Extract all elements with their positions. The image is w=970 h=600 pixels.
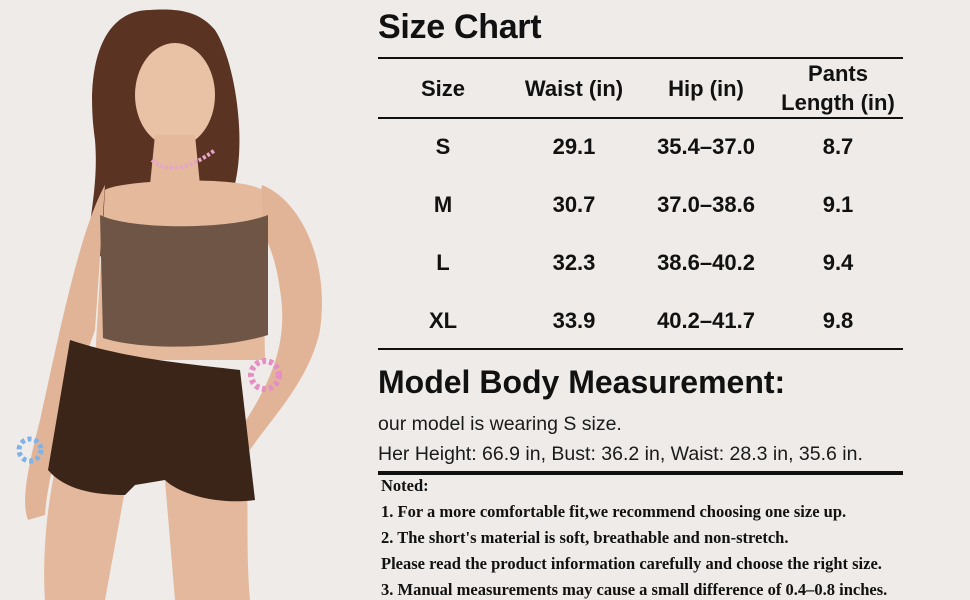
table-cell: 32.3: [552, 250, 596, 275]
size-cell: S: [435, 134, 451, 159]
notes-heading: Noted:: [381, 476, 429, 495]
table-top-rule: [378, 57, 903, 59]
model-arm-left: [25, 185, 105, 520]
header-line: Length (in): [781, 90, 895, 115]
model-size-text: our model is wearing S size.: [378, 413, 622, 435]
size-cell: M: [433, 192, 453, 217]
model-measurement-title: Model Body Measurement:: [378, 364, 786, 400]
bracelet: [16, 436, 44, 464]
model-shorts: [48, 340, 255, 502]
table-header-rule: [378, 117, 903, 119]
table-cell: 33.9: [552, 308, 596, 333]
model-arm-right: [240, 185, 322, 450]
size-cell: XL: [428, 308, 458, 333]
table-cell: 35.4–37.0: [657, 134, 755, 159]
note-line: 3. Manual measurements may cause a small…: [381, 580, 888, 599]
note-line: Please read the product information care…: [381, 554, 882, 573]
column-header-waist: Waist (in): [524, 76, 624, 101]
notes-rule: [378, 471, 903, 475]
header-line: Pants: [808, 61, 868, 86]
model-neck: [150, 135, 200, 185]
table-cell: 8.7: [822, 134, 854, 159]
table-cell: 37.0–38.6: [657, 192, 755, 217]
table-cell: 38.6–40.2: [657, 250, 755, 275]
table-bottom-rule: [378, 348, 903, 350]
table-cell: 9.4: [822, 250, 854, 275]
model-legs: [44, 470, 251, 600]
table-cell: 29.1: [552, 134, 596, 159]
model-face: [135, 43, 215, 147]
note-line: 2. The short's material is soft, breatha…: [381, 528, 789, 547]
necklace: [150, 148, 217, 170]
table-cell: 30.7: [552, 192, 596, 217]
model-measurements-text: Her Height: 66.9 in, Bust: 36.2 in, Wais…: [378, 443, 863, 465]
column-header-size: Size: [420, 76, 466, 101]
table-cell: 40.2–41.7: [657, 308, 755, 333]
column-header-pants-length: Pants Length (in): [773, 59, 903, 117]
bracelet: [248, 358, 282, 392]
model-top: [100, 215, 268, 347]
table-cell: 9.1: [822, 192, 854, 217]
column-header-hip: Hip (in): [668, 76, 744, 101]
size-cell: L: [436, 250, 450, 275]
table-cell: 9.8: [822, 308, 854, 333]
note-line: 1. For a more comfortable fit,we recomme…: [381, 502, 847, 521]
size-chart-title: Size Chart: [378, 8, 542, 46]
model-photo: [16, 9, 322, 600]
